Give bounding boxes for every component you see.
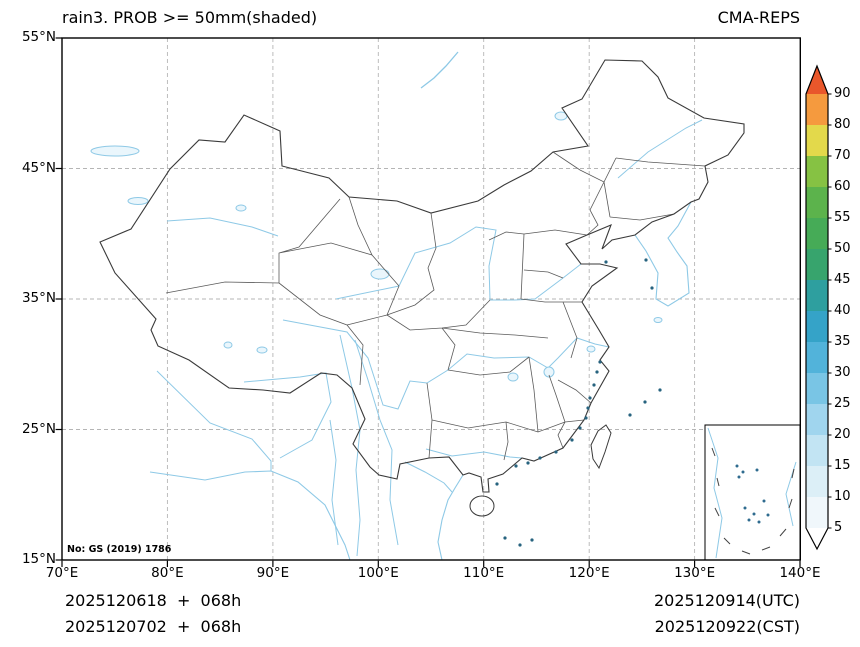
korea-coast — [634, 201, 692, 307]
province-borders — [165, 151, 706, 461]
inset-frame — [704, 424, 801, 560]
brahmaputra-river — [243, 372, 332, 459]
dongting-lake — [507, 372, 519, 382]
hainan-outline — [469, 495, 495, 517]
inset-nine-dash-line — [711, 447, 795, 555]
south-china-sea-inset — [704, 424, 801, 560]
qinghai-lake — [370, 268, 390, 280]
bay-of-bengal-coast — [149, 470, 351, 560]
china-outline — [99, 59, 745, 493]
lon-tick-label: 110°E — [463, 565, 505, 581]
foreign-coastlines — [149, 201, 692, 560]
colorbar-tick-label: 20 — [834, 427, 851, 442]
balkhash-lake — [90, 145, 140, 157]
lat-tick-label: 55°N — [21, 29, 56, 45]
colorbar-tick-label: 5 — [834, 520, 843, 535]
lon-tick-label: 70°E — [45, 565, 79, 581]
taiwan-outline — [590, 424, 612, 470]
axis-ticks — [55, 37, 801, 567]
lon-tick-label: 80°E — [151, 565, 184, 581]
chart-title: rain3. PROB >= 50mm(shaded) — [62, 8, 318, 27]
inset-islands — [735, 464, 770, 524]
mekong-river — [354, 339, 399, 546]
colorbar-tick-label: 55 — [834, 210, 851, 225]
yangtze-river — [282, 319, 610, 410]
footer-valid-utc: 2025120914(UTC) — [654, 591, 800, 610]
footer-init-line-1: 2025120618 + 068h — [65, 591, 242, 610]
colorbar-tick-label: 10 — [834, 489, 851, 504]
lon-tick-label: 100°E — [357, 565, 399, 581]
issyk-kul-lake — [127, 197, 149, 205]
colorbar — [805, 64, 832, 551]
lon-tick-label: 140°E — [779, 565, 821, 581]
vietnam-coast — [437, 474, 464, 560]
lakes — [90, 111, 663, 382]
colorbar-tick-label: 35 — [834, 334, 851, 349]
lake-baikal — [420, 51, 459, 89]
inset-coast-east — [785, 461, 797, 527]
jeju-island — [653, 317, 663, 323]
colorbar-tick-label: 15 — [834, 458, 851, 473]
gridlines — [62, 38, 800, 560]
colorbar-tick-label: 70 — [834, 148, 851, 163]
inset-coast-west — [707, 427, 723, 559]
pearl-river — [425, 448, 523, 459]
colorbar-tick-label: 40 — [834, 303, 851, 318]
colorbar-tick-label: 50 — [834, 241, 851, 256]
lat-tick-label: 45°N — [21, 159, 56, 176]
poyang-lake — [543, 366, 555, 378]
map-layers — [90, 51, 801, 560]
colorbar-tick-label: 45 — [834, 272, 851, 287]
bosten-lake — [235, 204, 247, 212]
model-label: CMA-REPS — [717, 8, 800, 27]
rivers — [156, 51, 703, 557]
yellow-river — [335, 226, 582, 301]
red-river — [404, 461, 453, 493]
map-license-note: No: GS (2019) 1786 — [67, 544, 172, 555]
footer-init-line-2: 2025120702 + 068h — [65, 617, 242, 636]
tibet-lake-2 — [223, 341, 233, 349]
footer-valid-cst: 2025120922(CST) — [654, 617, 800, 636]
coastal-islands — [495, 258, 662, 547]
tarim-river — [166, 217, 279, 237]
lat-tick-label: 35°N — [21, 290, 56, 306]
lon-tick-label: 130°E — [674, 565, 716, 581]
colorbar-tick-label: 60 — [834, 179, 851, 194]
lon-tick-label: 90°E — [256, 565, 290, 581]
ganges-river — [156, 370, 272, 471]
tibet-lake-1 — [256, 346, 268, 354]
lon-tick-label: 120°E — [568, 565, 610, 581]
colorbar-tick-label: 25 — [834, 396, 851, 411]
colorbar-tick-label: 30 — [834, 365, 851, 380]
axes-frame — [61, 37, 801, 561]
lat-tick-label: 15°N — [21, 551, 56, 567]
colorbar-tick-label: 80 — [834, 117, 851, 132]
lat-tick-label: 25°N — [21, 420, 56, 437]
plot-background — [62, 38, 801, 560]
songhua-river — [617, 119, 703, 179]
colorbar-tick-label: 90 — [834, 86, 851, 101]
irrawaddy-river — [329, 419, 339, 546]
taihu-lake — [586, 345, 596, 353]
